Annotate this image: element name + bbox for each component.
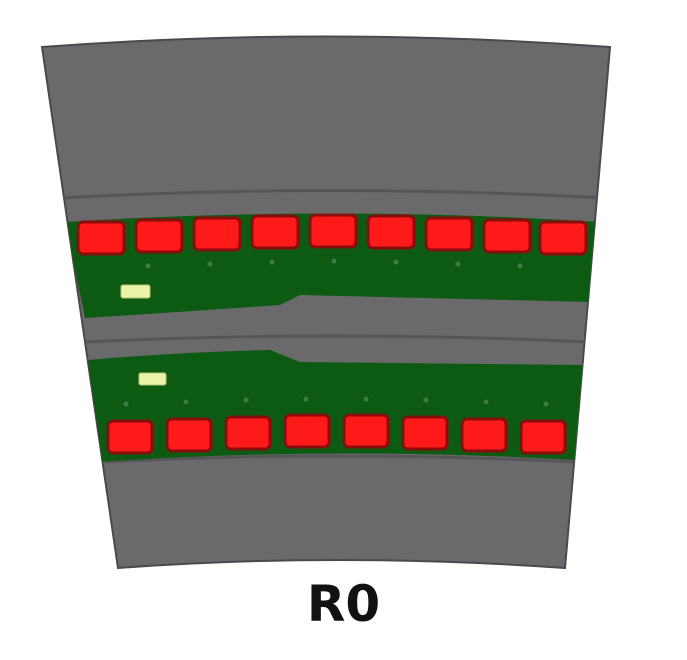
lower-sensor-8 [519,419,567,455]
frame-groove-bottom [104,454,576,464]
lower-sensor-3 [224,415,272,451]
upper-sensor-2 [134,218,184,254]
frame-groove-top [59,189,606,200]
upper-connector-pad [120,284,151,299]
upper-sensor-8 [482,218,532,254]
module-label: R0 [306,575,381,633]
lower-connector-pad [138,372,167,386]
upper-sensor-7 [424,216,474,252]
lower-sensor-5 [342,413,390,449]
lower-sensor-6 [401,415,449,451]
upper-sensor-4 [250,214,300,250]
upper-sensor-9 [538,220,588,256]
upper-sensor-5 [308,213,358,249]
lower-hybrid-board [88,350,585,462]
upper-sensor-3 [192,216,242,252]
lower-sensor-row [106,413,567,455]
upper-sensor-row [76,213,588,256]
frame-groove-middle [84,334,591,344]
lower-via-row [123,396,549,407]
upper-sensor-6 [366,214,416,250]
lower-sensor-1 [106,419,154,455]
lower-sensor-4 [283,413,331,449]
lower-sensor-2 [165,417,213,453]
upper-sensor-1 [76,220,126,256]
lower-sensor-7 [460,417,508,453]
upper-via-row [145,258,523,269]
